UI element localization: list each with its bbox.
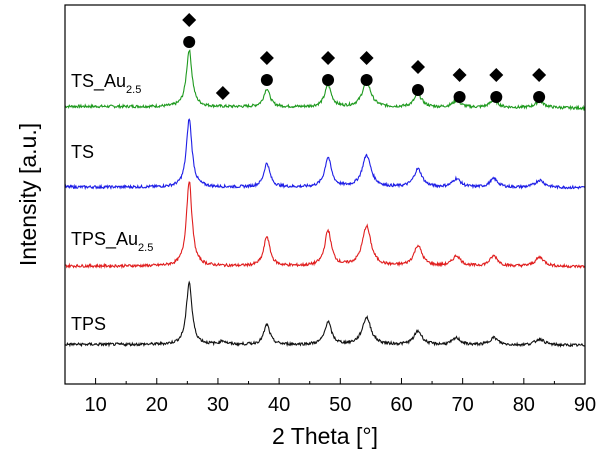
circle-marker	[322, 74, 335, 86]
diamond-marker	[321, 51, 336, 65]
series-line-tps_au	[64, 181, 586, 270]
series-line-ts_au	[64, 48, 586, 112]
x-tick-label: 10	[84, 394, 106, 416]
diamond-marker	[452, 68, 467, 82]
y-axis-title: Intensity [a.u.]	[15, 123, 41, 266]
x-tick-label: 50	[329, 394, 351, 416]
diamond-marker	[489, 68, 504, 82]
diamond-marker	[359, 51, 374, 65]
x-tick-label: 30	[207, 394, 229, 416]
circle-marker	[183, 36, 196, 48]
diamond-marker	[259, 51, 274, 65]
circle-marker	[533, 91, 546, 103]
circle-marker	[360, 74, 373, 86]
x-tick-label: 80	[513, 394, 535, 416]
circle-marker	[260, 74, 273, 86]
peak-markers	[182, 13, 547, 103]
x-tick-label: 60	[390, 394, 412, 416]
series-label: TS_Au2.5	[71, 71, 141, 96]
series-label: TS	[71, 142, 94, 162]
x-axis: 10 20 30 40 50 60 70 80 90	[64, 378, 596, 416]
x-tick-label: 70	[452, 394, 474, 416]
x-tick-label: 40	[268, 394, 290, 416]
diamond-marker	[532, 68, 547, 82]
circle-marker	[453, 91, 466, 103]
series-line-tps	[64, 280, 586, 348]
series-label: TPS_Au2.5	[71, 229, 153, 254]
plot-frame	[64, 4, 586, 385]
circle-marker	[411, 84, 424, 96]
series-line-ts	[64, 118, 586, 191]
series-label: TPS	[71, 314, 106, 334]
series-traces	[64, 48, 586, 348]
circle-marker	[490, 91, 503, 103]
x-tick-label: 90	[574, 394, 596, 416]
diamond-marker	[410, 60, 425, 74]
x-axis-title: 2 Theta [°]	[272, 423, 378, 449]
x-tick-label: 20	[146, 394, 168, 416]
diamond-marker	[215, 86, 230, 100]
series-labels: TS_Au2.5 TS TPS_Au2.5 TPS	[71, 71, 153, 334]
diamond-marker	[182, 13, 197, 27]
